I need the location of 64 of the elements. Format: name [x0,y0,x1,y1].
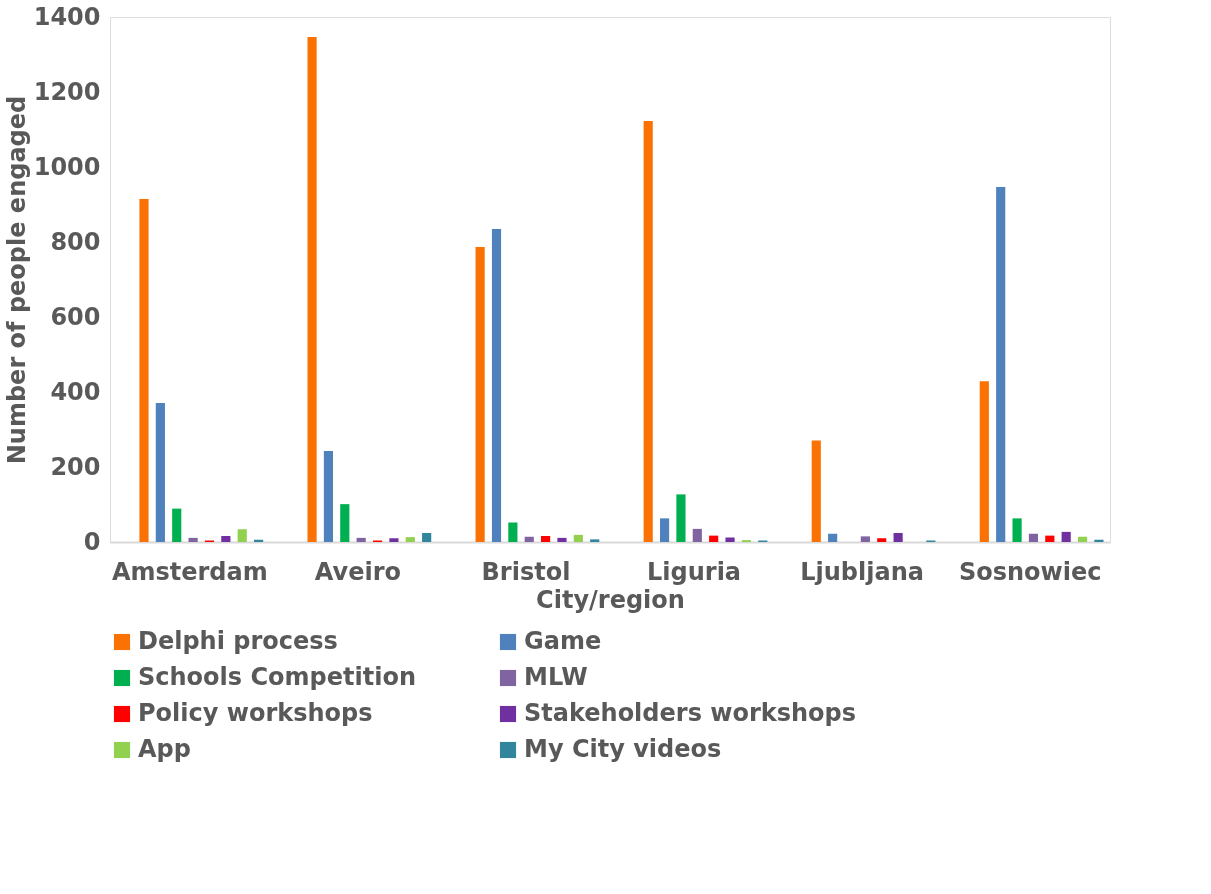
y-axis-title: Number of people engaged [2,95,31,465]
legend-label: My City videos [524,735,722,763]
bar [237,529,247,542]
bar [491,228,502,542]
bar [709,535,719,542]
bar [340,504,350,542]
bar [557,537,567,542]
bar [172,508,182,542]
bar [139,198,149,542]
legend-label: Game [524,627,602,655]
bar [1061,531,1071,542]
x-tick-label: Ljubljana [800,557,924,586]
bar [508,522,518,542]
legend-label: Delphi process [138,627,338,655]
bar [188,537,198,542]
bar [1012,518,1022,542]
bar [725,537,735,542]
bar [979,381,989,542]
x-tick-label: Liguria [647,557,742,586]
legend-label: Stakeholders workshops [524,699,857,727]
bar [692,528,702,542]
x-tick-label: Sosnowiec [958,557,1102,586]
bar [893,533,903,542]
y-tick-label: 1400 [33,2,101,31]
bar [389,538,399,542]
bar [573,534,583,542]
y-tick-label: 400 [50,377,101,406]
y-tick-label: 1200 [33,77,101,106]
bar [524,536,534,542]
y-tick-label: 1000 [33,152,101,181]
y-tick-label: 200 [50,452,101,481]
bar [155,402,165,542]
bar [1028,533,1039,542]
bar [356,537,366,542]
legend-label: MLW [524,663,588,691]
bar [643,120,653,542]
bar [659,518,670,542]
bar [1094,539,1104,542]
bar [307,36,317,542]
y-tick-label: 600 [50,302,101,331]
bar [860,536,870,542]
bar [877,538,887,542]
x-tick-label: Aveiro [314,557,401,586]
bar [811,440,821,542]
bar [221,536,231,542]
bar [1077,536,1088,542]
y-tick-label: 800 [50,227,101,256]
bar [590,539,600,542]
legend-label: Schools Competition [138,663,416,691]
x-tick-label: Amsterdam [111,557,268,586]
bar [405,537,415,542]
x-tick-label: Bristol [481,557,571,586]
x-axis-title: City/region [536,585,685,614]
y-tick-label: 0 [83,527,101,556]
bar [676,494,686,542]
bar [475,246,485,542]
bar [422,533,432,542]
bar [541,536,551,542]
bar [828,533,838,542]
legend-label: Policy workshops [138,699,373,727]
bar [996,186,1006,542]
legend-label: App [138,735,191,763]
bar [1045,535,1055,542]
bar [323,450,334,542]
